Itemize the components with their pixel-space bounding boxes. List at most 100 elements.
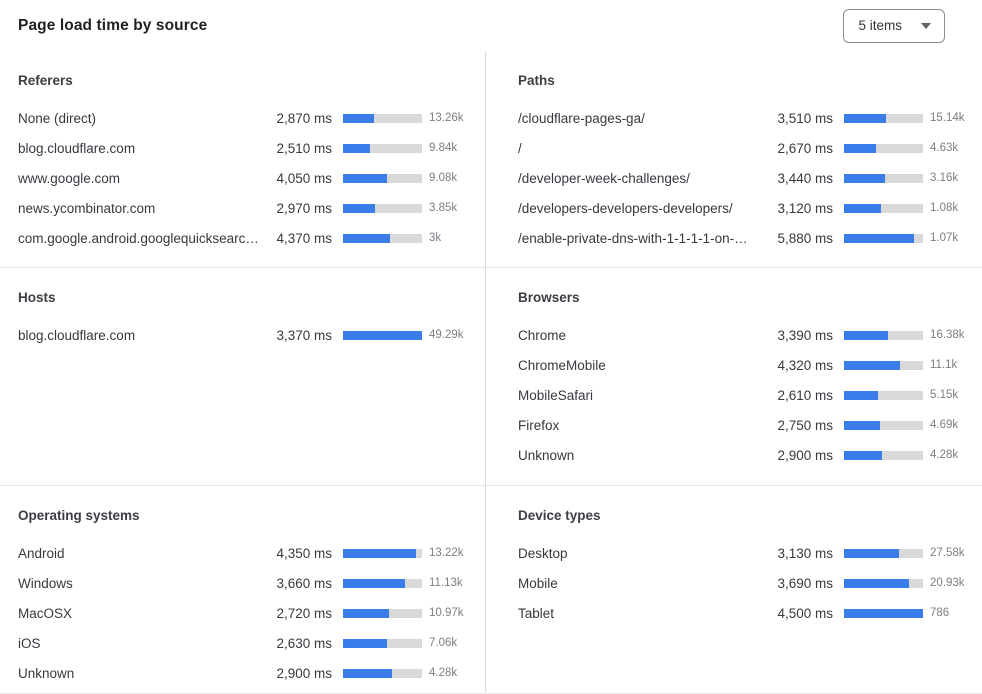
bar-fill [343, 143, 371, 153]
row-label: Unknown [518, 447, 575, 463]
bar-fill [343, 173, 387, 183]
metric-row: MacOSX 2,720 ms 10.97k [18, 598, 473, 628]
metric-row: blog.cloudflare.com 2,510 ms 9.84k [18, 133, 473, 163]
metric-row: news.ycombinator.com 2,970 ms 3.85k [18, 193, 473, 223]
row-label: Desktop [518, 545, 568, 561]
bar-track [844, 578, 923, 588]
row-load-time: 5,880 ms [777, 230, 833, 246]
row-load-time: 3,120 ms [777, 200, 833, 216]
bar-fill [844, 578, 909, 588]
row-count: 15.14k [930, 112, 965, 124]
panel-rows: Desktop 3,130 ms 27.58k Mobile 3,690 ms … [518, 538, 974, 628]
row-count: 9.84k [429, 142, 458, 154]
row-label: Tablet [518, 605, 555, 621]
row-label: /enable-private-dns-with-1-1-1-1-on-… [518, 230, 748, 246]
row-count: 9.08k [429, 172, 458, 184]
row-label: Android [18, 545, 65, 561]
row-count: 11.1k [930, 359, 958, 371]
bar-fill [844, 233, 914, 243]
items-count-value: 5 items [858, 18, 902, 33]
bar-track [343, 143, 422, 153]
bar-track [343, 668, 422, 678]
metric-row: /enable-private-dns-with-1-1-1-1-on-… 5,… [518, 223, 974, 253]
row-load-time: 2,750 ms [777, 417, 833, 433]
bar-fill [343, 233, 391, 243]
panel-title: Operating systems [18, 508, 140, 523]
panel-title: Device types [518, 508, 601, 523]
bar-fill [343, 113, 375, 123]
panel-rows: /cloudflare-pages-ga/ 3,510 ms 15.14k / … [518, 103, 974, 253]
bar-track [844, 203, 923, 213]
metric-row: /cloudflare-pages-ga/ 3,510 ms 15.14k [518, 103, 974, 133]
metric-row: None (direct) 2,870 ms 13.26k [18, 103, 473, 133]
row-count: 4.63k [930, 142, 959, 154]
bar-fill [844, 450, 882, 460]
row-load-time: 3,370 ms [276, 327, 332, 343]
row-load-time: 3,130 ms [777, 545, 833, 561]
metric-row: iOS 2,630 ms 7.06k [18, 628, 473, 658]
row-load-time: 2,900 ms [276, 665, 332, 681]
row-count: 3.85k [429, 202, 458, 214]
bar-track [844, 173, 923, 183]
bar-track [343, 113, 422, 123]
row-load-time: 4,350 ms [276, 545, 332, 561]
row-load-time: 3,440 ms [777, 170, 833, 186]
row-load-time: 2,630 ms [276, 635, 332, 651]
row-label: Firefox [518, 417, 560, 433]
bar-fill [844, 548, 899, 558]
widget-header: Page load time by source 5 items [0, 0, 982, 51]
bar-fill [844, 143, 876, 153]
bar-fill [343, 668, 392, 678]
bar-fill [844, 330, 888, 340]
bar-fill [844, 203, 882, 213]
chevron-down-icon [921, 22, 931, 29]
bar-track [844, 233, 923, 243]
row-load-time: 3,510 ms [777, 110, 833, 126]
row-label: Chrome [518, 327, 567, 343]
bar-track [844, 143, 923, 153]
panel-title: Hosts [18, 290, 56, 305]
bar-fill [343, 330, 422, 340]
row-label: blog.cloudflare.com [18, 327, 136, 343]
row-load-time: 2,510 ms [276, 140, 332, 156]
row-count: 5.15k [930, 389, 959, 401]
bar-track [343, 578, 422, 588]
row-label: www.google.com [18, 170, 121, 186]
items-count-dropdown[interactable]: 5 items [843, 8, 945, 43]
metric-row: / 2,670 ms 4.63k [518, 133, 974, 163]
panel-title: Paths [518, 73, 555, 88]
row-count: 1.08k [930, 202, 959, 214]
row-load-time: 2,970 ms [276, 200, 332, 216]
bar-track [343, 548, 422, 558]
row-label: / [518, 140, 522, 156]
metric-row: /developer-week-challenges/ 3,440 ms 3.1… [518, 163, 974, 193]
panel-referers: Referers None (direct) 2,870 ms 13.26k b… [0, 51, 486, 267]
bar-track [844, 450, 923, 460]
row-count: 13.22k [429, 547, 464, 559]
panel-title: Browsers [518, 290, 580, 305]
row-count: 11.13k [429, 577, 463, 589]
row-count: 20.93k [930, 577, 965, 589]
bar-fill [343, 203, 376, 213]
metric-row: MobileSafari 2,610 ms 5.15k [518, 380, 974, 410]
metric-row: Mobile 3,690 ms 20.93k [518, 568, 974, 598]
bar-track [343, 608, 422, 618]
bar-track [343, 233, 422, 243]
row-count: 4.28k [429, 667, 458, 679]
panel-rows: Android 4,350 ms 13.22k Windows 3,660 ms… [18, 538, 473, 688]
row-load-time: 2,900 ms [777, 447, 833, 463]
bar-track [844, 113, 923, 123]
panels-grid: Referers None (direct) 2,870 ms 13.26k b… [0, 51, 982, 694]
bar-track [844, 548, 923, 558]
row-load-time: 3,660 ms [276, 575, 332, 591]
row-count: 10.97k [429, 607, 464, 619]
bar-track [844, 420, 923, 430]
metric-row: Android 4,350 ms 13.22k [18, 538, 473, 568]
bar-track [343, 638, 422, 648]
bar-track [844, 390, 923, 400]
row-load-time: 4,050 ms [276, 170, 332, 186]
row-label: iOS [18, 635, 41, 651]
metric-row: /developers-developers-developers/ 3,120… [518, 193, 974, 223]
row-load-time: 2,670 ms [777, 140, 833, 156]
row-load-time: 4,370 ms [276, 230, 332, 246]
